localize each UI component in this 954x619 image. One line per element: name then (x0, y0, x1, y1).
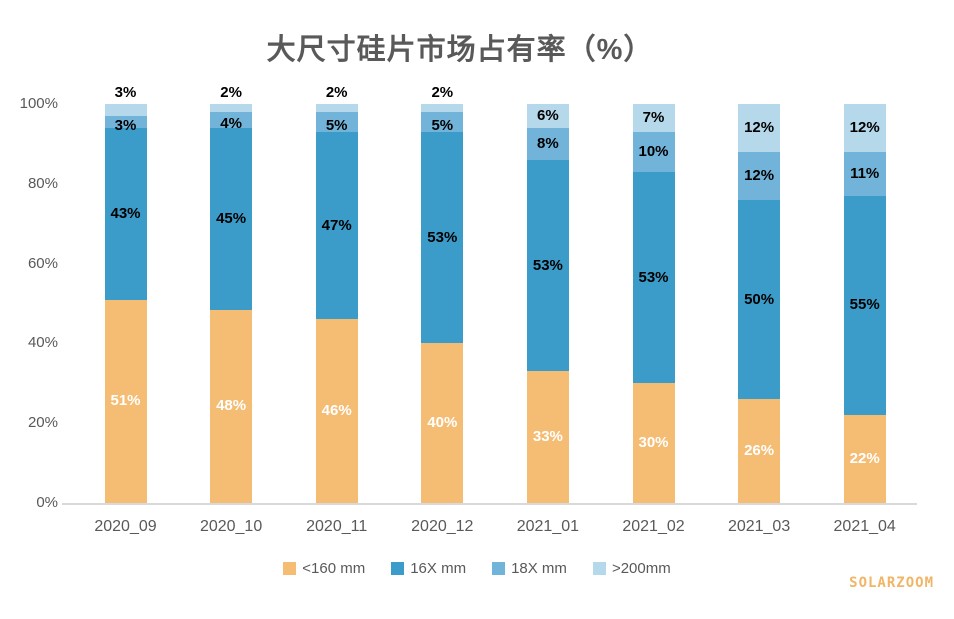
segment-lt160-mm-2020_12 (421, 343, 464, 503)
segment-18x-mm-2021_03 (738, 151, 781, 200)
segment-18x-mm-2021_02 (632, 131, 675, 172)
label-gt200mm-2021_04: 12% (849, 118, 880, 136)
label-16x-mm-2020_11: 47% (321, 216, 352, 234)
label-18x-mm-2020_12: 5% (431, 116, 454, 134)
label-lt160-mm-2021_03: 26% (744, 442, 775, 460)
segment-18x-mm-2020_10 (210, 112, 253, 129)
segment-lt160-mm-2020_09 (104, 299, 147, 503)
segment-lt160-mm-2020_10 (210, 309, 253, 503)
legend-item-lt160-mm: <160 mm (283, 560, 365, 577)
y-axis-tick-label: 60% (27, 254, 58, 272)
y-axis-tick-label: 20% (27, 414, 58, 432)
segment-lt160-mm-2021_01 (526, 371, 569, 503)
segment-18x-mm-2021_01 (526, 127, 569, 160)
label-18x-mm-2020_09: 3% (114, 116, 137, 134)
label-lt160-mm-2021_01: 33% (532, 428, 563, 446)
legend-item-18x-mm: 18X mm (492, 560, 567, 577)
label-16x-mm-2020_09: 43% (110, 204, 141, 222)
legend-swatch (592, 562, 606, 575)
legend-item-16x-mm: 16X mm (391, 560, 466, 577)
label-gt200mm-2021_03: 12% (744, 118, 775, 136)
y-axis-tick-label: 40% (27, 334, 58, 352)
segment-gt200mm-2021_02 (632, 104, 675, 132)
y-axis-tick-label: 80% (27, 174, 58, 192)
segment-16x-mm-2020_10 (210, 128, 253, 310)
solarzoom-watermark: SOLARZOOM (849, 575, 934, 591)
x-axis-label: 2020_11 (306, 518, 368, 535)
segment-18x-mm-2020_12 (421, 111, 464, 132)
segment-gt200mm-2021_04 (843, 104, 886, 152)
segment-gt200mm-2020_12 (421, 104, 464, 112)
legend-swatch (283, 562, 297, 575)
segment-16x-mm-2020_11 (315, 131, 358, 320)
label-16x-mm-2021_03: 50% (744, 290, 775, 308)
x-axis-label: 2021_03 (727, 518, 791, 535)
label-16x-mm-2021_02: 53% (638, 268, 669, 286)
label-lt160-mm-2021_04: 22% (849, 450, 880, 468)
label-gt200mm-2020_09: 3% (114, 84, 137, 101)
legend-label: 18X mm (511, 560, 567, 577)
segment-16x-mm-2021_02 (632, 171, 675, 384)
x-axis-label: 2021_02 (622, 518, 685, 535)
x-axis-label: 2020_09 (94, 518, 157, 535)
segment-gt200mm-2021_03 (738, 104, 781, 152)
segment-lt160-mm-2020_11 (315, 319, 358, 503)
label-16x-mm-2020_10: 45% (216, 209, 247, 227)
segment-16x-mm-2021_03 (738, 199, 781, 400)
x-axis-label: 2021_01 (516, 518, 580, 535)
label-18x-mm-2021_01: 8% (537, 134, 559, 152)
label-lt160-mm-2020_12: 40% (427, 414, 458, 432)
label-lt160-mm-2021_02: 30% (638, 434, 669, 452)
label-lt160-mm-2020_11: 46% (321, 402, 352, 420)
segment-gt200mm-2020_09 (104, 104, 147, 116)
legend-swatch (391, 562, 405, 575)
y-axis-tick-label: 100% (19, 95, 58, 112)
legend-label: 16X mm (410, 560, 467, 577)
legend-swatch (492, 562, 506, 575)
segment-18x-mm-2020_11 (315, 111, 358, 132)
x-axis-label: 2020_12 (411, 518, 474, 535)
x-axis-label: 2020_10 (199, 518, 263, 535)
segment-16x-mm-2021_04 (843, 195, 886, 416)
y-axis-tick-label: 0% (36, 494, 58, 511)
label-18x-mm-2020_11: 5% (325, 116, 348, 134)
x-axis-line (62, 503, 917, 505)
label-16x-mm-2020_12: 53% (427, 228, 458, 246)
segment-18x-mm-2021_04 (843, 151, 886, 196)
label-lt160-mm-2020_10: 48% (216, 397, 247, 415)
label-18x-mm-2020_10: 4% (220, 115, 242, 133)
label-18x-mm-2021_04: 11% (850, 164, 880, 182)
x-axis-label: 2021_04 (833, 518, 896, 535)
chart-title: 大尺寸硅片市场占有率（%） (266, 34, 654, 66)
label-18x-mm-2021_03: 12% (744, 166, 775, 184)
legend-label: >200mm (611, 560, 671, 577)
segment-16x-mm-2020_09 (104, 127, 147, 300)
legend-label: <160 mm (302, 560, 366, 577)
segment-lt160-mm-2021_02 (632, 383, 675, 503)
legend: <160 mm 16X mm 18X mm >200mm (0, 560, 954, 577)
segment-18x-mm-2020_09 (104, 115, 147, 128)
segment-16x-mm-2021_01 (526, 159, 569, 372)
segment-lt160-mm-2021_04 (843, 415, 886, 503)
segment-gt200mm-2020_11 (315, 104, 358, 112)
segment-gt200mm-2020_10 (210, 104, 253, 113)
segment-16x-mm-2020_12 (421, 131, 464, 344)
label-16x-mm-2021_01: 53% (532, 256, 563, 274)
label-gt200mm-2021_01: 6% (537, 106, 559, 124)
legend-item-gt200mm: >200mm (592, 560, 671, 577)
label-gt200mm-2020_11: 2% (325, 84, 348, 101)
label-gt200mm-2020_10: 2% (220, 84, 242, 101)
segment-gt200mm-2021_01 (526, 104, 569, 128)
label-18x-mm-2021_02: 10% (638, 142, 669, 160)
label-gt200mm-2021_02: 7% (642, 108, 665, 126)
label-gt200mm-2020_12: 2% (431, 84, 454, 101)
label-16x-mm-2021_04: 55% (849, 296, 880, 314)
segment-lt160-mm-2021_03 (738, 399, 781, 503)
label-lt160-mm-2020_09: 51% (110, 392, 141, 410)
